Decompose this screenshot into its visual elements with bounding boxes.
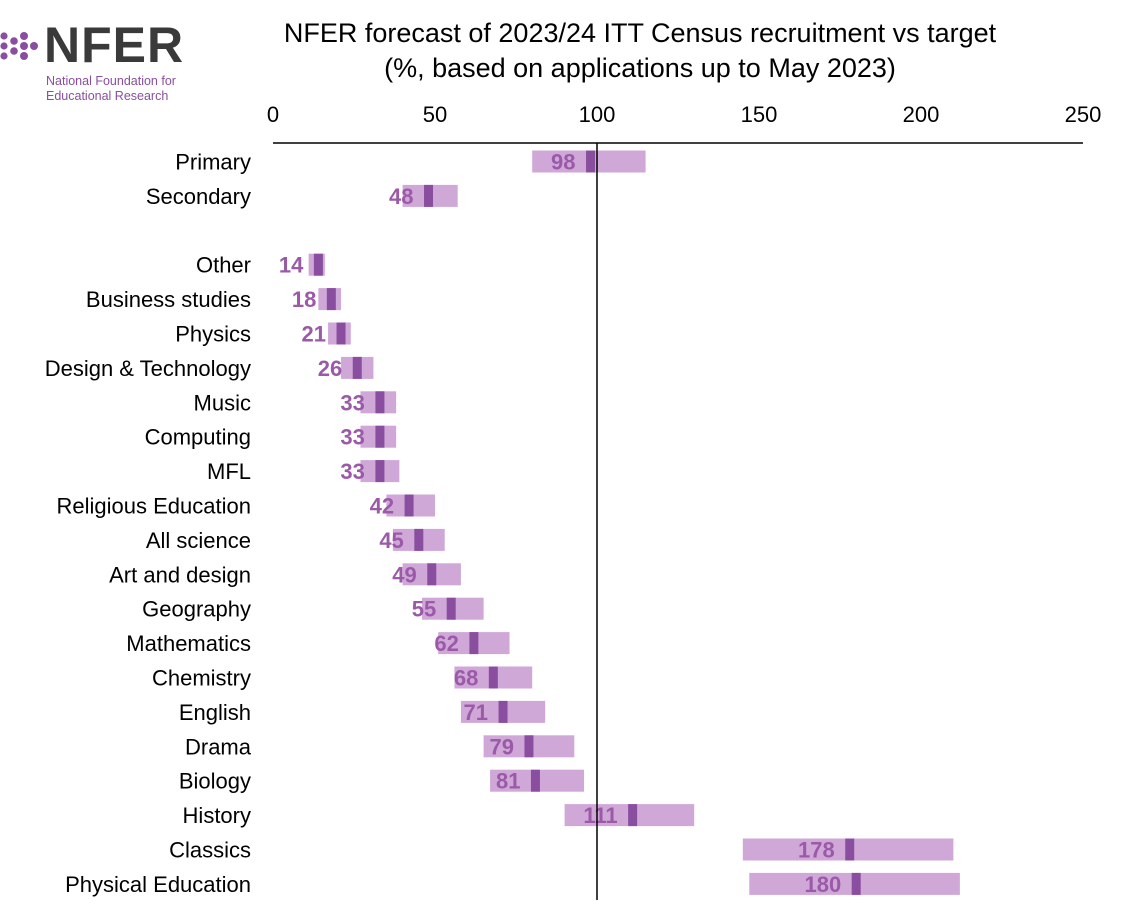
logo-dots-icon bbox=[0, 32, 38, 60]
category-label-other: Other bbox=[196, 253, 251, 278]
category-label-mfl: MFL bbox=[207, 459, 251, 484]
category-label-english: English bbox=[179, 700, 251, 725]
value-label-chemistry: 68 bbox=[454, 666, 478, 691]
category-label-physics: Physics bbox=[175, 322, 251, 347]
value-label-all-science: 45 bbox=[379, 528, 403, 553]
forecast-marker-primary bbox=[586, 150, 596, 173]
category-label-all-science: All science bbox=[146, 528, 251, 553]
value-label-biology: 81 bbox=[496, 769, 520, 794]
category-label-computing: Computing bbox=[145, 425, 251, 450]
value-label-art-and-design: 49 bbox=[392, 562, 416, 587]
nfer-logo: NFER National Foundation for Educational… bbox=[0, 12, 215, 112]
category-label-history: History bbox=[183, 803, 251, 828]
logo-subtitle-line2: Educational Research bbox=[46, 89, 169, 103]
category-label-biology: Biology bbox=[179, 769, 251, 794]
forecast-marker-business-studies bbox=[326, 288, 336, 311]
category-label-drama: Drama bbox=[185, 734, 252, 759]
value-label-history: 111 bbox=[583, 803, 617, 828]
forecast-marker-art-and-design bbox=[427, 563, 437, 586]
x-tick-label: 150 bbox=[741, 102, 778, 127]
value-label-english: 71 bbox=[464, 700, 488, 725]
category-label-classics: Classics bbox=[169, 838, 251, 863]
x-tick-label: 100 bbox=[579, 102, 616, 127]
value-label-geography: 55 bbox=[412, 597, 436, 622]
forecast-marker-all-science bbox=[414, 528, 424, 551]
x-tick-label: 200 bbox=[903, 102, 940, 127]
category-label-religious-education: Religious Education bbox=[57, 494, 251, 519]
value-label-drama: 79 bbox=[489, 734, 513, 759]
category-label-business-studies: Business studies bbox=[86, 287, 251, 312]
value-label-physics: 21 bbox=[302, 322, 326, 347]
forecast-marker-chemistry bbox=[488, 666, 498, 689]
category-label-secondary: Secondary bbox=[146, 184, 251, 209]
forecast-marker-geography bbox=[446, 597, 456, 620]
value-label-mathematics: 62 bbox=[434, 631, 458, 656]
chart-title-line1: NFER forecast of 2023/24 ITT Census recr… bbox=[283, 18, 997, 48]
forecast-marker-mfl bbox=[375, 460, 385, 483]
category-label-mathematics: Mathematics bbox=[126, 631, 251, 656]
forecast-marker-secondary bbox=[424, 184, 434, 207]
value-label-computing: 33 bbox=[340, 425, 364, 450]
forecast-marker-other bbox=[313, 253, 323, 276]
value-label-design-and-technology: 26 bbox=[318, 356, 342, 381]
forecast-marker-music bbox=[375, 391, 385, 414]
category-label-music: Music bbox=[194, 390, 251, 415]
value-label-physical-education: 180 bbox=[804, 872, 841, 897]
value-label-music: 33 bbox=[340, 390, 364, 415]
value-label-religious-education: 42 bbox=[370, 494, 394, 519]
value-label-secondary: 48 bbox=[389, 184, 413, 209]
forecast-marker-classics bbox=[845, 838, 855, 861]
forecast-marker-physical-education bbox=[851, 872, 861, 895]
x-tick-label: 250 bbox=[1065, 102, 1102, 127]
logo-subtitle-line1: National Foundation for bbox=[46, 74, 176, 88]
category-label-geography: Geography bbox=[142, 597, 251, 622]
forecast-marker-computing bbox=[375, 425, 385, 448]
value-label-mfl: 33 bbox=[340, 459, 364, 484]
forecast-marker-drama bbox=[524, 735, 534, 758]
value-label-other: 14 bbox=[279, 253, 304, 278]
value-label-business-studies: 18 bbox=[292, 287, 316, 312]
category-label-physical-education: Physical Education bbox=[65, 872, 251, 897]
category-label-design-and-technology: Design & Technology bbox=[45, 356, 251, 381]
category-label-art-and-design: Art and design bbox=[109, 562, 251, 587]
category-label-chemistry: Chemistry bbox=[152, 666, 251, 691]
forecast-marker-religious-education bbox=[404, 494, 414, 517]
x-tick-label: 50 bbox=[423, 102, 447, 127]
forecast-marker-history bbox=[628, 804, 638, 827]
x-tick-label: 0 bbox=[267, 102, 279, 127]
value-label-classics: 178 bbox=[798, 838, 835, 863]
chart-title-line2: (%, based on applications up to May 2023… bbox=[384, 53, 896, 83]
forecast-marker-english bbox=[498, 700, 508, 723]
forecast-marker-biology bbox=[530, 769, 540, 792]
forecast-marker-physics bbox=[336, 322, 346, 345]
logo-wordmark: NFER bbox=[44, 17, 185, 73]
forecast-marker-mathematics bbox=[469, 632, 479, 655]
value-label-primary: 98 bbox=[551, 150, 575, 175]
forecast-marker-design-and-technology bbox=[352, 356, 362, 379]
category-label-primary: Primary bbox=[175, 150, 251, 175]
